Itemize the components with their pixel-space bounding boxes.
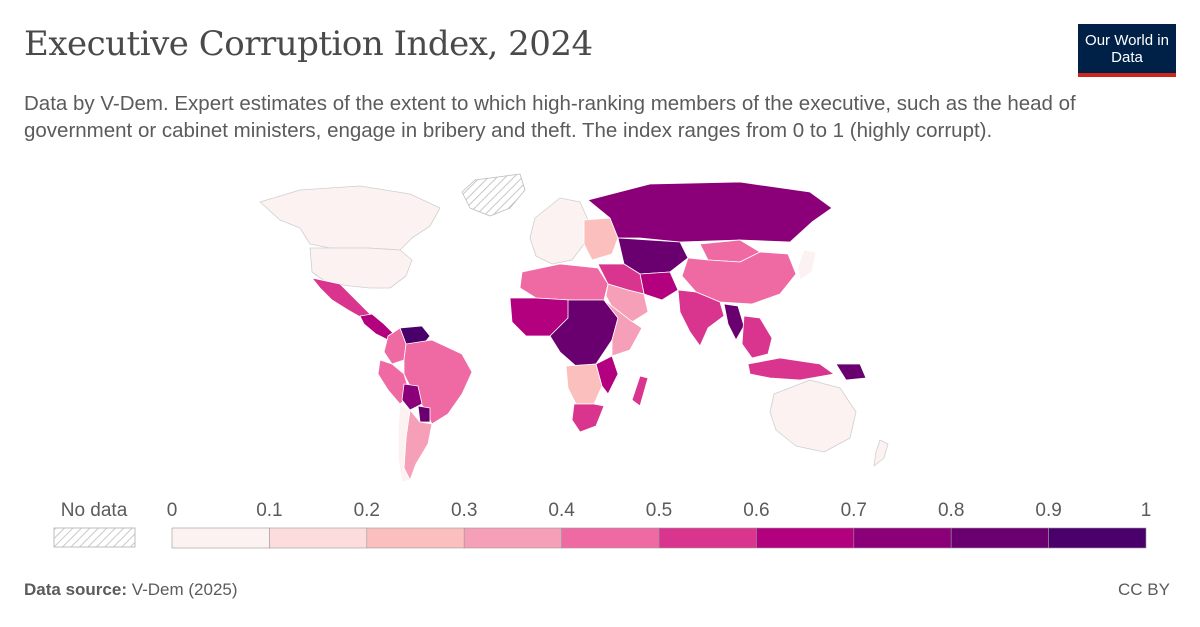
region-india[interactable] bbox=[677, 289, 725, 347]
legend-bin-2[interactable] bbox=[366, 527, 465, 549]
region-chile[interactable] bbox=[397, 403, 411, 483]
legend-bin-3[interactable] bbox=[463, 527, 562, 549]
region-myanmar[interactable] bbox=[723, 303, 745, 341]
region-papua-new-guinea[interactable] bbox=[835, 363, 867, 381]
region-south-africa[interactable] bbox=[571, 403, 605, 433]
legend-no-data-label: No data bbox=[61, 500, 128, 521]
data-source: Data source: V-Dem (2025) bbox=[24, 580, 238, 600]
region-madagascar[interactable] bbox=[631, 375, 649, 407]
legend-tick-3: 0.3 bbox=[451, 500, 477, 521]
region-western-europe[interactable] bbox=[529, 197, 589, 265]
region-indonesia[interactable] bbox=[747, 357, 835, 381]
region-japan[interactable] bbox=[797, 249, 817, 281]
legend-tick-8: 0.8 bbox=[938, 500, 964, 521]
legend-tick-6: 0.6 bbox=[743, 500, 769, 521]
legend-tick-5: 0.5 bbox=[646, 500, 672, 521]
legend-tick-1: 0.1 bbox=[256, 500, 282, 521]
region-north-africa[interactable] bbox=[519, 263, 609, 301]
region-mozambique[interactable] bbox=[595, 355, 619, 395]
license-label[interactable]: CC BY bbox=[1118, 580, 1170, 599]
legend-bin-0[interactable] bbox=[171, 527, 270, 549]
legend-tick-2: 0.2 bbox=[354, 500, 380, 521]
legend-tick-9: 0.9 bbox=[1035, 500, 1061, 521]
region-canada[interactable] bbox=[259, 185, 441, 251]
region-united-states[interactable] bbox=[309, 247, 413, 289]
world-map bbox=[259, 173, 889, 483]
legend-bin-8[interactable] bbox=[950, 527, 1049, 549]
data-source-value[interactable]: V-Dem (2025) bbox=[131, 580, 238, 599]
legend-tick-0: 0 bbox=[167, 500, 178, 521]
region-australia[interactable] bbox=[769, 379, 857, 453]
region-bolivia[interactable] bbox=[401, 383, 423, 411]
region-east-africa[interactable] bbox=[603, 299, 643, 357]
legend-tick-7: 0.7 bbox=[841, 500, 867, 521]
legend-bin-6[interactable] bbox=[756, 527, 855, 549]
chart-subtitle: Data by V-Dem. Expert estimates of the e… bbox=[24, 92, 1076, 142]
region-paraguay[interactable] bbox=[417, 405, 431, 423]
owid-logo[interactable]: Our World in Data bbox=[1078, 24, 1176, 77]
region-iran[interactable] bbox=[639, 271, 679, 301]
owid-logo-text: Our World in Data bbox=[1085, 31, 1169, 66]
region-greenland[interactable] bbox=[461, 173, 526, 217]
chart-title: Executive Corruption Index, 2024 bbox=[24, 24, 593, 64]
legend-tick-10: 1 bbox=[1141, 500, 1152, 521]
data-source-label: Data source: bbox=[24, 580, 127, 599]
legend-no-data-swatch[interactable] bbox=[53, 527, 136, 548]
legend-bin-4[interactable] bbox=[561, 527, 660, 549]
legend-bin-7[interactable] bbox=[853, 527, 952, 549]
region-southeast-asia[interactable] bbox=[741, 315, 773, 359]
region-china[interactable] bbox=[681, 251, 797, 305]
region-new-zealand[interactable] bbox=[873, 439, 889, 467]
region-southern-africa[interactable] bbox=[565, 363, 603, 405]
legend-bin-9[interactable] bbox=[1048, 527, 1147, 549]
legend-bin-5[interactable] bbox=[658, 527, 757, 549]
region-brazil[interactable] bbox=[403, 339, 473, 425]
legend-tick-4: 0.4 bbox=[548, 500, 575, 521]
legend-bin-1[interactable] bbox=[269, 527, 368, 549]
color-legend: No data 0 0.1 0.2 0.3 0.4 0.5 0.6 0.7 0.8 0.9 1 bbox=[53, 500, 1152, 549]
region-russia[interactable] bbox=[587, 181, 833, 243]
